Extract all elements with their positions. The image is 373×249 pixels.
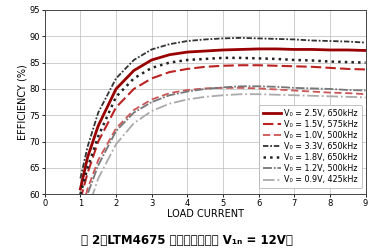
Y-axis label: EFFICIENCY (%): EFFICIENCY (%) (18, 64, 28, 140)
Legend: V₀ = 2.5V, 650kHz, V₀ = 1.5V, 575kHz, V₀ = 1.0V, 500kHz, V₀ = 3.3V, 650kHz, V₀ =: V₀ = 2.5V, 650kHz, V₀ = 1.5V, 575kHz, V₀… (259, 105, 361, 188)
Text: 图 2：LTM4675 单通道效率（在 V₁ₙ = 12V）: 图 2：LTM4675 单通道效率（在 V₁ₙ = 12V） (81, 234, 292, 247)
X-axis label: LOAD CURRENT: LOAD CURRENT (167, 209, 244, 219)
